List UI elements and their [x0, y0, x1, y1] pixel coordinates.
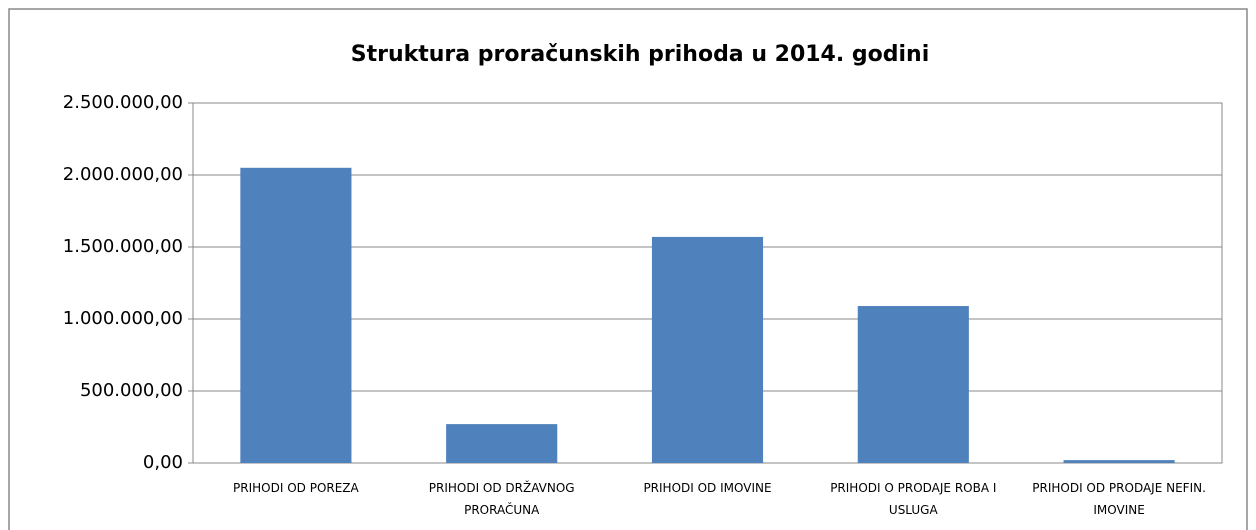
y-tick-label: 2.500.000,00 [63, 92, 183, 113]
y-tick-label: 500.000,00 [80, 380, 183, 401]
bar [446, 424, 558, 463]
x-tick-label: PRIHODI OD POREZA [233, 481, 359, 495]
chart-frame [8, 8, 1248, 530]
bar [240, 167, 352, 464]
x-tick-label: PRIHODI OD DRŽAVNOG PRORAČUNA [428, 481, 575, 517]
y-tick-label: 0,00 [143, 452, 183, 473]
x-tick-label: PRIHODI OD IMOVINE [643, 481, 772, 495]
y-tick-label: 1.500.000,00 [63, 236, 183, 257]
bar [857, 306, 969, 463]
y-tick-label: 2.000.000,00 [63, 164, 183, 185]
bar [651, 236, 764, 463]
y-tick-label: 1.000.000,00 [63, 308, 183, 329]
x-tick-label: PRIHODI O PRODAJE ROBA I USLUGA [830, 481, 997, 517]
x-tick-label: PRIHODI OD PRODAJE NEFIN. IMOVINE [1032, 481, 1206, 517]
chart-title: Struktura proračunskih prihoda u 2014. g… [351, 42, 930, 67]
bar [1063, 460, 1175, 463]
